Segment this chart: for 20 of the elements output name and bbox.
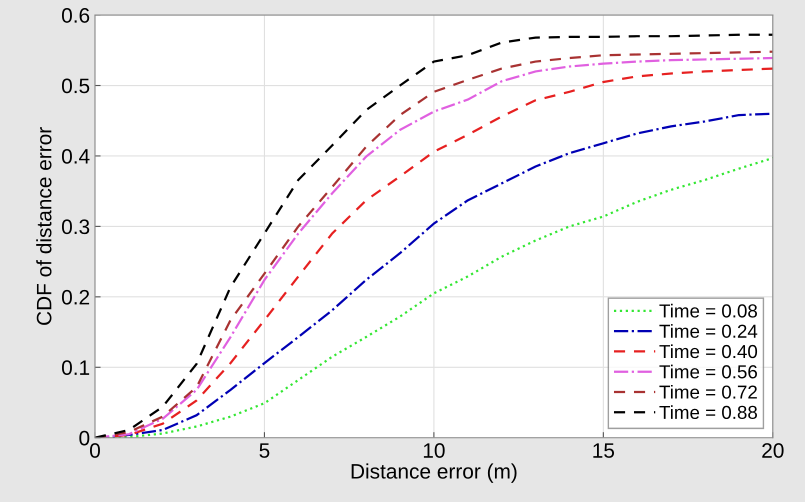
legend-label: Time = 0.24: [659, 324, 758, 338]
x-tick-label: 0: [90, 443, 100, 458]
y-tick-label: 0.1: [62, 360, 90, 376]
y-tick-label: 0: [79, 430, 90, 446]
x-tick-label: 20: [762, 443, 784, 458]
y-tick-label: 0.4: [62, 148, 90, 164]
legend-label: Time = 0.72: [659, 384, 757, 399]
x-axis-title: Distance error (m): [352, 463, 517, 483]
legend-label: Time = 0.56: [659, 364, 757, 378]
legend-label: Time = 0.88: [659, 405, 757, 420]
x-tick-label: 5: [259, 443, 270, 458]
x-tick-label: 10: [424, 443, 445, 458]
y-tick-label: 0.3: [62, 219, 90, 234]
y-tick-label: 0.2: [62, 290, 90, 305]
legend-label: Time = 0.40: [659, 344, 758, 358]
y-tick-label: 0.5: [62, 78, 90, 94]
legend-label: Time = 0.08: [659, 304, 757, 318]
y-tick-label: 0.6: [62, 8, 90, 23]
x-tick-label: 15: [593, 443, 614, 458]
y-axis-title: CDF of distance error: [36, 127, 52, 325]
